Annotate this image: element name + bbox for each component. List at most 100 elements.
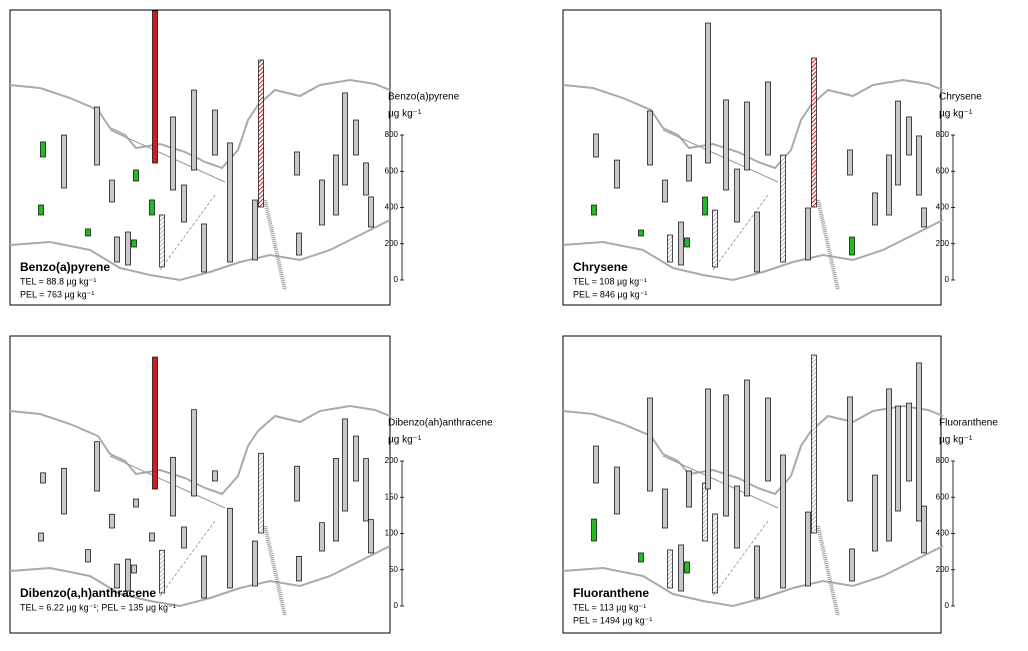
- bar: [125, 231, 131, 266]
- coastline: [9, 545, 391, 608]
- bar: [319, 522, 325, 552]
- bar: [591, 204, 597, 216]
- road: [662, 455, 779, 509]
- track: [712, 520, 769, 597]
- bar: [201, 555, 207, 599]
- bar: [40, 472, 46, 484]
- threshold-note: TEL = 108 µg kg⁻¹: [573, 276, 647, 286]
- bar: [754, 545, 760, 599]
- bar: [734, 168, 740, 223]
- bar: [921, 207, 927, 228]
- threshold-note: TEL = 6.22 µg kg⁻¹; PEL = 135 µg kg⁻¹: [20, 602, 176, 612]
- scale-title: Dibenzo(ah)anthracene: [388, 418, 493, 429]
- scale-tick-label: 150: [385, 492, 399, 501]
- bar: [109, 179, 115, 203]
- scale-title: Benzo(a)pyrene: [388, 92, 460, 103]
- scale-tick-label: 0: [945, 601, 950, 610]
- road: [109, 455, 226, 509]
- bar: [170, 456, 176, 517]
- coastline: [9, 219, 391, 282]
- bar: [686, 470, 692, 508]
- coastline: [562, 404, 944, 496]
- coastline: [562, 545, 944, 608]
- bar: [353, 435, 359, 482]
- scale-unit: µg kg⁻¹: [388, 435, 422, 446]
- bar: [647, 110, 653, 166]
- bar: [712, 513, 718, 594]
- bar: [38, 204, 44, 216]
- bar: [152, 356, 158, 490]
- track: [712, 194, 769, 271]
- threshold-note: TEL = 113 µg kg⁻¹: [573, 602, 646, 612]
- scale-title: Chrysene: [939, 92, 982, 103]
- bar: [686, 154, 692, 182]
- bar: [353, 119, 359, 156]
- channel: [263, 525, 287, 617]
- scale-tick-label: 400: [936, 203, 950, 212]
- bar: [201, 223, 207, 273]
- bar: [805, 511, 811, 587]
- bar: [296, 232, 302, 256]
- bar: [109, 513, 115, 529]
- coastline: [562, 219, 944, 282]
- bar: [754, 211, 760, 273]
- bar: [921, 505, 927, 554]
- bar: [152, 10, 158, 164]
- bar: [614, 466, 620, 515]
- scale-tick-label: 50: [389, 565, 398, 574]
- bar: [734, 485, 740, 549]
- bar: [133, 498, 139, 508]
- scale-tick-label: 800: [936, 456, 950, 465]
- panel-frame: [9, 9, 391, 306]
- bar: [159, 214, 165, 268]
- bar: [916, 362, 922, 522]
- panel-title: Fluoranthene: [573, 586, 649, 600]
- bar: [258, 59, 264, 208]
- scale-unit: µg kg⁻¹: [939, 435, 973, 446]
- bar: [805, 207, 811, 261]
- bar: [94, 106, 100, 166]
- bar: [765, 397, 771, 482]
- bar: [85, 228, 91, 237]
- bar: [849, 548, 855, 582]
- bar: [916, 135, 922, 196]
- panel-frame: [562, 9, 942, 306]
- bar: [227, 142, 233, 263]
- bar: [847, 396, 853, 502]
- scale-tick-label: 200: [385, 239, 399, 248]
- bar: [849, 236, 855, 256]
- bar: [723, 99, 729, 191]
- scale-tick-label: 200: [936, 565, 950, 574]
- bar: [872, 474, 878, 552]
- panel: Fluoranthene TEL = 113 µg kg⁻¹ PEL = 1494 …: [562, 335, 998, 634]
- bar: [296, 556, 302, 582]
- bar: [702, 482, 708, 542]
- bar: [133, 169, 139, 182]
- panel-title: Dibenzo(a,h)anthracene: [20, 586, 156, 600]
- bar: [811, 57, 817, 208]
- channel: [816, 525, 840, 617]
- threshold-note: PEL = 1494 µg kg⁻¹: [573, 615, 652, 625]
- track: [159, 520, 216, 597]
- coastline: [9, 404, 391, 496]
- bar: [227, 507, 233, 589]
- channel: [263, 199, 287, 291]
- coastline: [9, 78, 391, 170]
- bar: [368, 196, 374, 228]
- bar: [895, 100, 901, 186]
- bar: [294, 465, 300, 502]
- bar: [170, 116, 176, 191]
- track: [159, 194, 216, 271]
- bar: [847, 149, 853, 176]
- panel-title: Chrysene: [573, 260, 628, 274]
- panel: Benzo(a)pyrene TEL = 88.8 µg kg⁻¹ PEL = 76…: [9, 9, 460, 306]
- bar: [252, 540, 258, 587]
- bar: [131, 564, 137, 574]
- bar: [181, 526, 187, 549]
- scale-unit: µg kg⁻¹: [939, 109, 973, 120]
- bar: [886, 154, 892, 216]
- bar: [40, 141, 46, 158]
- bar: [684, 237, 690, 248]
- bar: [342, 92, 348, 186]
